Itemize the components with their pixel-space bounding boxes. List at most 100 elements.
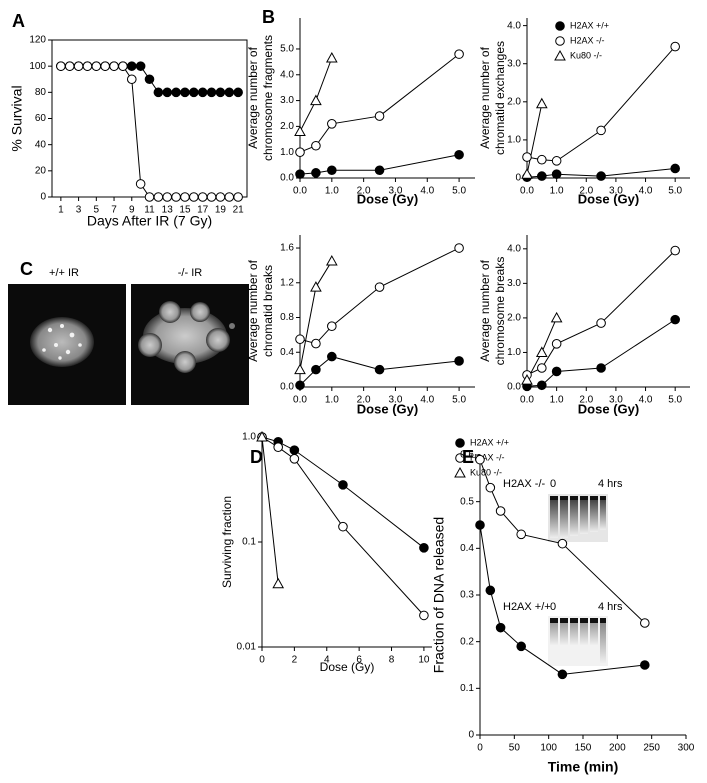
nucleus <box>138 301 235 373</box>
annotation: 4 hrs <box>598 601 623 613</box>
x-tick-label: 2.0 <box>357 186 371 197</box>
marker <box>109 61 119 71</box>
x-axis-label: Dose (Gy) <box>578 191 639 206</box>
y-axis-label: Fraction of DNA released <box>431 517 447 673</box>
marker <box>144 74 155 85</box>
y-tick-label: 2.0 <box>507 96 521 107</box>
marker <box>374 364 385 375</box>
legend-label: H2AX +/+ <box>570 20 609 30</box>
marker <box>485 585 496 596</box>
marker <box>144 192 155 202</box>
y-tick-label: 0.4 <box>460 543 474 554</box>
marker <box>475 520 485 530</box>
x-tick-label: 10 <box>418 655 430 666</box>
panel-letter: C <box>20 259 33 279</box>
marker <box>374 111 385 121</box>
y-tick-label: 40 <box>35 139 47 150</box>
marker <box>521 374 533 385</box>
y-tick-label: 2.0 <box>280 121 294 132</box>
marker <box>327 321 337 332</box>
annotation: 4 hrs <box>598 478 623 490</box>
marker <box>295 380 305 391</box>
x-tick-label: 5 <box>94 205 100 216</box>
x-tick-label: 0.0 <box>293 186 307 197</box>
y-tick-label: 2.0 <box>507 313 521 324</box>
marker <box>311 338 321 349</box>
marker <box>535 346 548 357</box>
marker <box>153 192 164 202</box>
legend-marker <box>554 49 566 61</box>
series-line <box>479 459 646 624</box>
marker <box>537 171 547 181</box>
marker <box>311 140 321 151</box>
marker <box>294 363 306 375</box>
marker <box>256 430 268 442</box>
marker <box>197 87 208 98</box>
x-tick-label: 5.0 <box>452 186 466 197</box>
y-tick-label: 20 <box>35 165 47 176</box>
x-tick-label: 3.0 <box>389 395 403 406</box>
y-tick-label: 0.2 <box>460 636 474 647</box>
x-tick-label: 2.0 <box>357 395 371 406</box>
y-axis-label: Surviving fraction <box>220 496 234 588</box>
x-tick-label: 6 <box>356 655 362 666</box>
x-tick-label: 0.0 <box>520 395 534 406</box>
marker <box>670 314 680 325</box>
legend-label: Ku80 -/- <box>470 467 502 477</box>
marker <box>670 41 680 52</box>
y-tick-label: 4.0 <box>507 20 521 31</box>
marker <box>272 577 285 589</box>
foci <box>42 324 82 360</box>
x-tick-label: 9 <box>129 205 135 216</box>
marker <box>537 380 547 391</box>
marker <box>551 339 562 349</box>
marker <box>126 74 137 85</box>
x-tick-label: 200 <box>609 743 626 754</box>
x-tick-label: 13 <box>162 205 174 216</box>
marker <box>537 154 547 165</box>
legend-label: H2AX -/- <box>570 35 605 45</box>
y-tick-label: 0.5 <box>460 496 474 507</box>
legend-marker <box>455 453 465 463</box>
x-tick-label: 5.0 <box>452 395 466 406</box>
x-tick-label: 250 <box>643 743 660 754</box>
marker <box>153 87 164 98</box>
y-tick-label: 1.2 <box>280 277 294 288</box>
series-line <box>526 103 543 175</box>
marker <box>295 169 305 179</box>
marker <box>325 255 338 266</box>
y-tick-label: 1.0 <box>280 147 294 158</box>
x-tick-label: 4.0 <box>639 395 653 406</box>
x-tick-label: 5.0 <box>668 395 682 406</box>
marker <box>118 61 128 71</box>
marker <box>162 192 173 202</box>
x-tick-label: 1.0 <box>325 395 339 406</box>
marker <box>295 334 305 345</box>
series-line <box>479 524 645 675</box>
panel-letter: D <box>250 447 263 467</box>
marker <box>374 165 385 176</box>
y-tick-label: 5.0 <box>280 44 294 55</box>
marker <box>596 318 606 328</box>
x-tick-label: 100 <box>540 743 557 754</box>
marker <box>640 618 650 628</box>
x-tick-label: 1 <box>58 205 64 216</box>
y-tick-label: 0.1 <box>460 683 474 694</box>
marker <box>215 192 226 202</box>
y-axis-label: Average number of <box>478 259 492 362</box>
marker <box>596 363 606 373</box>
y-tick-label: 0.01 <box>237 642 257 653</box>
micrograph-panel: C +/+ IR -/- IR <box>8 259 249 405</box>
marker <box>215 87 226 98</box>
y-axis-label: Average number of <box>246 259 260 362</box>
marker <box>233 192 243 202</box>
marker <box>338 480 348 490</box>
marker <box>206 192 217 202</box>
marker <box>180 87 190 98</box>
x-tick-label: 3.0 <box>389 186 403 197</box>
x-tick-label: 8 <box>389 655 395 666</box>
marker <box>522 152 532 162</box>
gel-inset <box>548 616 608 666</box>
marker <box>189 87 199 98</box>
